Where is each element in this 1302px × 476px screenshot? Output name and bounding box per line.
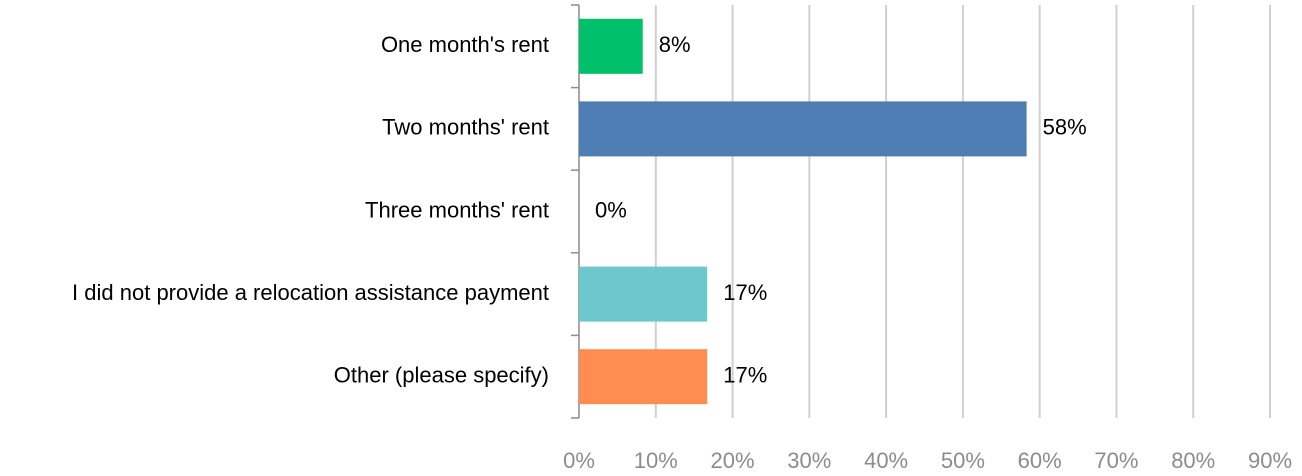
bar bbox=[579, 18, 643, 74]
value-label: 8% bbox=[659, 32, 691, 57]
y-tick-label: Two months' rent bbox=[382, 115, 549, 140]
x-tick-label: 40% bbox=[864, 448, 908, 473]
y-tick-label: I did not provide a relocation assistanc… bbox=[72, 280, 549, 305]
x-tick-label: 60% bbox=[1018, 448, 1062, 473]
y-tick-label: Other (please specify) bbox=[334, 363, 549, 388]
value-label: 0% bbox=[595, 197, 627, 222]
x-tick-label: 10% bbox=[634, 448, 678, 473]
x-tick-label: 50% bbox=[941, 448, 985, 473]
y-tick-label: One month's rent bbox=[381, 32, 549, 57]
x-tick-label: 80% bbox=[1171, 448, 1215, 473]
bar bbox=[579, 101, 1027, 157]
value-label: 17% bbox=[723, 280, 767, 305]
value-label: 17% bbox=[723, 363, 767, 388]
value-label: 58% bbox=[1043, 115, 1087, 140]
bar bbox=[579, 349, 708, 405]
x-tick-label: 0% bbox=[563, 448, 595, 473]
x-tick-label: 90% bbox=[1248, 448, 1292, 473]
x-tick-label: 70% bbox=[1094, 448, 1138, 473]
bar bbox=[579, 266, 708, 322]
x-tick-label: 20% bbox=[711, 448, 755, 473]
x-tick-label: 30% bbox=[787, 448, 831, 473]
y-tick-label: Three months' rent bbox=[365, 197, 549, 222]
